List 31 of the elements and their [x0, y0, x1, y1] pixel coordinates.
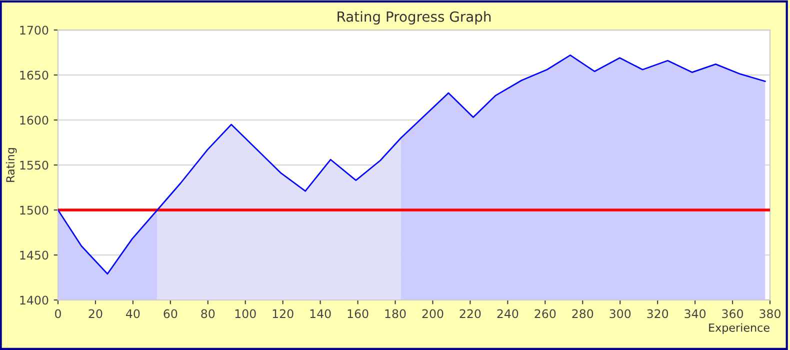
x-tick-label: 140	[310, 309, 331, 318]
y-axis-title: Rating	[6, 148, 17, 182]
x-tick-label: 320	[647, 309, 668, 318]
x-axis-title: Experience	[709, 323, 770, 334]
x-tick-label: 80	[201, 309, 215, 318]
x-tick-label: 240	[497, 309, 518, 318]
x-tick-label: 0	[55, 309, 61, 318]
line-series	[58, 54, 766, 275]
x-tick-label: 260	[534, 309, 556, 318]
y-tick-label: 1600	[20, 116, 48, 125]
x-tick-label: 40	[126, 309, 140, 318]
x-tick-label: 380	[760, 309, 780, 318]
x-tick-label: 280	[572, 309, 594, 318]
chart-title: Rating Progress Graph	[338, 11, 491, 25]
y-tick-label: 1450	[20, 250, 48, 260]
y-tick-label: 1650	[20, 70, 48, 80]
x-tick-label: 160	[348, 309, 368, 318]
y-tick-label: 1500	[20, 206, 48, 215]
x-tick-label: 360	[722, 309, 744, 318]
y-tick-label: 1700	[20, 26, 48, 35]
y-tick-label: 1550	[20, 160, 48, 170]
y-tick-label: 1400	[20, 296, 48, 305]
x-tick-label: 220	[460, 309, 481, 318]
x-tick-label: 180	[385, 309, 406, 318]
x-tick-label: 20	[88, 309, 102, 318]
x-tick-label: 200	[422, 309, 444, 318]
x-tick-label: 100	[235, 309, 256, 318]
x-tick-label: 120	[272, 309, 294, 318]
x-tick-label: 60	[164, 309, 178, 318]
x-tick-label: 300	[610, 309, 631, 318]
x-tick-label: 340	[684, 309, 706, 318]
